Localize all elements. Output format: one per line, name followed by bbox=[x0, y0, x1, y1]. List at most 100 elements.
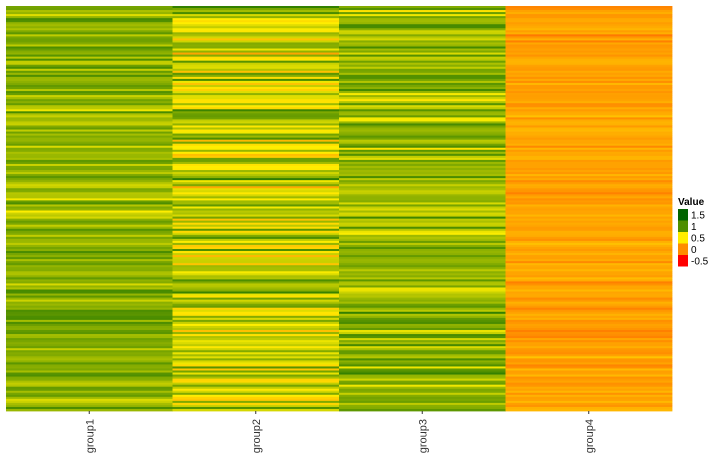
heatmap-cell bbox=[505, 68, 673, 72]
heatmap-cell bbox=[172, 190, 340, 193]
heatmap-cell bbox=[505, 80, 673, 84]
heatmap-cell bbox=[505, 145, 673, 149]
heatmap-cell bbox=[505, 291, 673, 294]
heatmap-cell bbox=[6, 87, 173, 90]
heatmap-cell bbox=[6, 133, 173, 136]
heatmap-cell bbox=[6, 204, 173, 207]
heatmap-cell bbox=[339, 295, 506, 298]
heatmap-cell bbox=[339, 64, 506, 68]
heatmap-cell bbox=[339, 374, 506, 377]
heatmap-cell bbox=[6, 360, 173, 363]
heatmap-cell bbox=[172, 89, 340, 92]
legend-key-swatch bbox=[678, 255, 688, 267]
heatmap-cell bbox=[172, 74, 340, 78]
heatmap-cell bbox=[505, 265, 673, 268]
heatmap-cell bbox=[339, 208, 506, 211]
heatmap-cell bbox=[339, 283, 506, 286]
heatmap-cell bbox=[172, 212, 340, 215]
heatmap-cell bbox=[505, 400, 673, 404]
heatmap-cell bbox=[339, 285, 506, 288]
heatmap-cell bbox=[339, 293, 506, 296]
heatmap-cell bbox=[505, 380, 673, 384]
heatmap-cell bbox=[505, 334, 673, 337]
heatmap-cell bbox=[505, 364, 673, 367]
heatmap-cell bbox=[172, 380, 340, 384]
heatmap-cell bbox=[505, 402, 673, 406]
heatmap-cell bbox=[339, 202, 506, 205]
heatmap-cell bbox=[339, 48, 506, 51]
heatmap-cell bbox=[505, 378, 673, 382]
heatmap-cell bbox=[6, 44, 173, 47]
heatmap-cell bbox=[339, 190, 506, 193]
heatmap-cell bbox=[6, 232, 173, 236]
heatmap-cell bbox=[6, 192, 173, 195]
heatmap-cell bbox=[505, 352, 673, 355]
heatmap-cell bbox=[6, 80, 173, 84]
heatmap-cell bbox=[505, 283, 673, 286]
heatmap-cell bbox=[339, 323, 506, 327]
heatmap-cell bbox=[6, 408, 173, 412]
heatmap-cell bbox=[6, 172, 173, 175]
heatmap-cell bbox=[505, 46, 673, 49]
heatmap-cell bbox=[505, 230, 673, 234]
heatmap-cell bbox=[339, 42, 506, 45]
heatmap-cell bbox=[505, 76, 673, 80]
heatmap-cell bbox=[6, 38, 173, 41]
heatmap-cell bbox=[505, 234, 673, 238]
heatmap-cell bbox=[6, 28, 173, 31]
heatmap-cell bbox=[339, 390, 506, 394]
heatmap-cell bbox=[6, 42, 173, 45]
heatmap-cell bbox=[339, 151, 506, 155]
heatmap-cell bbox=[6, 226, 173, 230]
heatmap-cell bbox=[339, 22, 506, 25]
heatmap-cell bbox=[172, 299, 340, 303]
heatmap-cell bbox=[172, 384, 340, 388]
heatmap-cell bbox=[172, 182, 340, 185]
heatmap-cell bbox=[172, 109, 340, 112]
heatmap-cell bbox=[6, 202, 173, 205]
legend-key-swatch bbox=[678, 220, 688, 232]
heatmap-cell bbox=[339, 6, 506, 9]
heatmap-cell bbox=[339, 344, 506, 347]
heatmap-cell bbox=[6, 362, 173, 365]
heatmap-cell bbox=[6, 354, 173, 357]
heatmap-cell bbox=[505, 238, 673, 242]
heatmap-cell bbox=[6, 244, 173, 248]
heatmap-cell bbox=[505, 32, 673, 35]
heatmap-cell bbox=[6, 184, 173, 187]
heatmap-cell bbox=[172, 257, 340, 260]
heatmap-cell bbox=[339, 192, 506, 195]
heatmap-cell bbox=[339, 135, 506, 139]
heatmap-cell bbox=[339, 8, 506, 11]
heatmap-cell bbox=[172, 38, 340, 41]
heatmap-cell bbox=[172, 396, 340, 400]
heatmap-cell bbox=[505, 275, 673, 278]
heatmap-cell bbox=[172, 178, 340, 181]
heatmap-cell bbox=[6, 390, 173, 394]
heatmap-cell bbox=[505, 214, 673, 217]
heatmap-cell bbox=[6, 155, 173, 159]
heatmap-cell bbox=[505, 172, 673, 175]
heatmap-cell bbox=[505, 184, 673, 187]
heatmap-cell bbox=[172, 101, 340, 104]
heatmap-cell bbox=[505, 224, 673, 228]
heatmap-cell bbox=[172, 261, 340, 264]
heatmap-cell bbox=[6, 24, 173, 27]
heatmap-cell bbox=[6, 259, 173, 262]
heatmap-cell bbox=[172, 263, 340, 266]
heatmap-cell bbox=[172, 311, 340, 315]
heatmap-cell bbox=[339, 153, 506, 157]
heatmap-cell bbox=[172, 26, 340, 29]
heatmap-cell bbox=[6, 370, 173, 373]
heatmap-cell bbox=[339, 119, 506, 122]
heatmap-cell bbox=[339, 20, 506, 23]
heatmap-cell bbox=[505, 62, 673, 66]
heatmap-cell bbox=[6, 52, 173, 55]
heatmap-cell bbox=[172, 372, 340, 375]
heatmap-cell bbox=[505, 390, 673, 394]
heatmap-cell bbox=[505, 137, 673, 141]
heatmap-cell bbox=[505, 295, 673, 298]
heatmap-cell bbox=[339, 198, 506, 201]
heatmap-cell bbox=[505, 253, 673, 256]
